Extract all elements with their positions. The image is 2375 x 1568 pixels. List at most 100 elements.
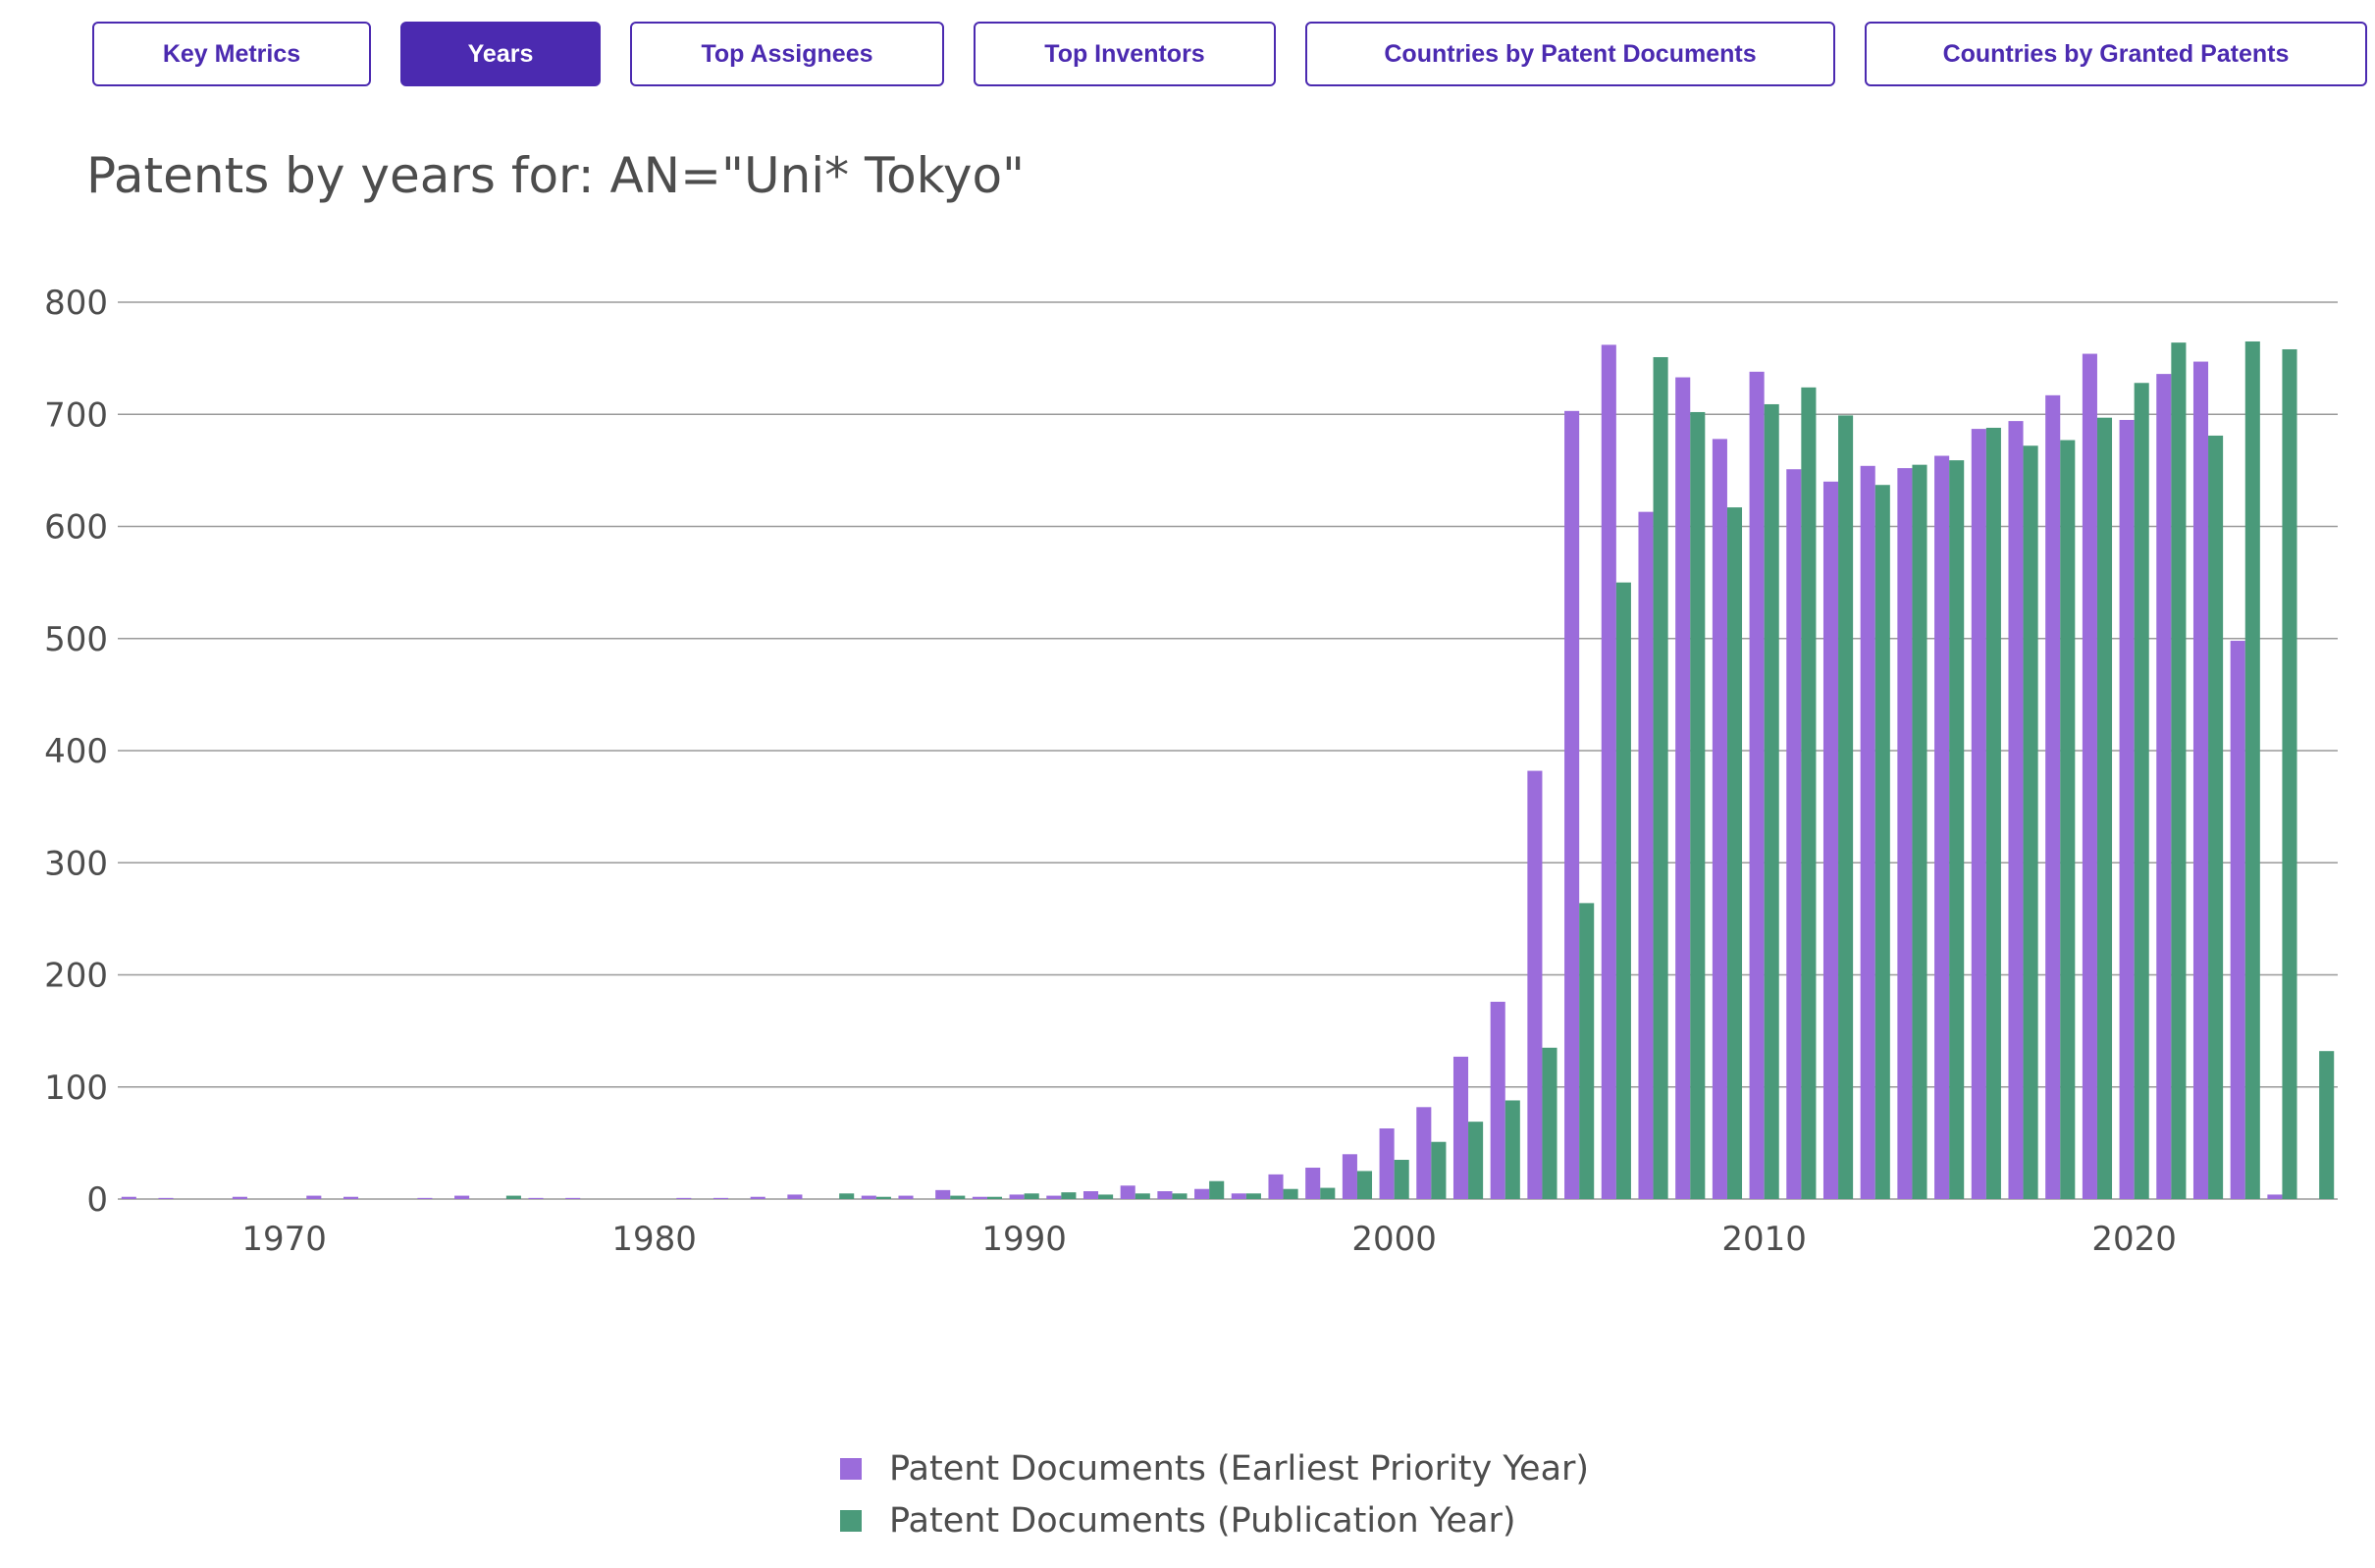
y-tick-label: 500 — [44, 620, 108, 659]
bar-publication-year — [1579, 903, 1594, 1199]
bar-priority-year — [1713, 439, 1727, 1199]
bar-priority-year — [1750, 372, 1765, 1199]
x-tick-label: 2000 — [1351, 1220, 1437, 1259]
bar-priority-year — [935, 1190, 950, 1199]
y-tick-label: 200 — [44, 957, 108, 996]
bar-priority-year — [676, 1198, 691, 1199]
x-tick-label: 1970 — [241, 1220, 327, 1259]
bar-priority-year — [454, 1196, 469, 1199]
bar-priority-year — [1934, 456, 1949, 1199]
bar-priority-year — [1972, 429, 1986, 1199]
bar-publication-year — [1357, 1171, 1372, 1199]
bar-publication-year — [1986, 428, 2001, 1199]
bar-publication-year — [2245, 341, 2260, 1199]
bar-priority-year — [2156, 374, 2171, 1199]
bar-publication-year — [1654, 357, 1668, 1199]
bar-priority-year — [2120, 420, 2135, 1199]
bar-publication-year — [2319, 1051, 2334, 1199]
bar-publication-year — [1209, 1181, 1224, 1199]
bar-publication-year — [2208, 436, 2223, 1199]
bar-publication-year — [1801, 388, 1816, 1199]
bar-priority-year — [1046, 1196, 1061, 1199]
bar-publication-year — [2135, 383, 2149, 1199]
x-tick-label: 2010 — [1721, 1220, 1807, 1259]
y-tick-label: 400 — [44, 732, 108, 771]
bar-publication-year — [1025, 1193, 1039, 1199]
bar-publication-year — [2282, 349, 2296, 1199]
bar-publication-year — [2171, 342, 2186, 1199]
bar-priority-year — [1491, 1002, 1505, 1199]
legend-label-priority: Patent Documents (Earliest Priority Year… — [889, 1449, 1589, 1489]
bar-publication-year — [876, 1197, 891, 1199]
bar-priority-year — [898, 1196, 913, 1199]
y-tick-label: 700 — [44, 395, 108, 435]
bar-publication-year — [506, 1196, 521, 1199]
bar-publication-year — [1320, 1188, 1335, 1199]
bar-priority-year — [1638, 512, 1653, 1199]
legend-swatch-priority — [840, 1458, 862, 1480]
bar-priority-year — [973, 1197, 987, 1199]
bar-publication-year — [2097, 418, 2112, 1199]
bar-publication-year — [839, 1193, 854, 1199]
bar-priority-year — [2267, 1194, 2282, 1199]
bar-priority-year — [306, 1196, 321, 1199]
bar-publication-year — [1765, 404, 1779, 1199]
y-tick-label: 0 — [86, 1180, 108, 1220]
bar-publication-year — [1172, 1193, 1187, 1199]
bar-priority-year — [528, 1198, 543, 1199]
bar-priority-year — [1527, 771, 1542, 1199]
x-tick-label: 1990 — [981, 1220, 1067, 1259]
y-tick-label: 100 — [44, 1069, 108, 1108]
bar-priority-year — [751, 1197, 765, 1199]
bar-priority-year — [2008, 421, 2023, 1199]
bar-publication-year — [2060, 441, 2075, 1199]
bar-priority-year — [1823, 482, 1838, 1199]
bar-publication-year — [1616, 583, 1631, 1199]
bar-priority-year — [1194, 1189, 1209, 1199]
bar-priority-year — [1121, 1185, 1135, 1199]
bar-priority-year — [1416, 1107, 1431, 1199]
bar-priority-year — [1232, 1193, 1246, 1199]
bar-publication-year — [1468, 1122, 1483, 1199]
bar-publication-year — [1431, 1142, 1446, 1199]
bar-priority-year — [1343, 1154, 1357, 1199]
bar-priority-year — [1010, 1194, 1025, 1199]
bar-publication-year — [1284, 1189, 1298, 1199]
bar-publication-year — [1727, 507, 1742, 1199]
legend: Patent Documents (Earliest Priority Year… — [840, 1442, 1589, 1546]
bar-priority-year — [1268, 1175, 1283, 1199]
bar-publication-year — [1246, 1193, 1261, 1199]
bar-priority-year — [343, 1197, 358, 1199]
bar-publication-year — [1690, 412, 1705, 1199]
legend-swatch-publication — [840, 1510, 862, 1532]
x-tick-label: 2020 — [2091, 1220, 2177, 1259]
bar-publication-year — [1505, 1100, 1520, 1199]
bar-publication-year — [1061, 1192, 1076, 1199]
y-tick-label: 300 — [44, 844, 108, 883]
legend-item-priority[interactable]: Patent Documents (Earliest Priority Year… — [840, 1442, 1589, 1494]
y-tick-label: 800 — [44, 284, 108, 323]
bar-priority-year — [1157, 1191, 1172, 1199]
bar-publication-year — [1949, 460, 1964, 1199]
bar-priority-year — [2045, 395, 2060, 1199]
bar-priority-year — [2193, 362, 2208, 1199]
bar-publication-year — [1395, 1160, 1409, 1199]
x-tick-label: 1980 — [611, 1220, 697, 1259]
bar-priority-year — [787, 1194, 802, 1199]
bar-publication-year — [1875, 485, 1890, 1199]
bar-priority-year — [2083, 354, 2097, 1199]
bar-publication-year — [1542, 1048, 1557, 1199]
bar-priority-year — [1380, 1128, 1395, 1199]
y-tick-label: 600 — [44, 508, 108, 548]
bar-priority-year — [1861, 466, 1875, 1199]
bar-publication-year — [1135, 1193, 1150, 1199]
bar-priority-year — [1083, 1191, 1098, 1199]
legend-item-publication[interactable]: Patent Documents (Publication Year) — [840, 1494, 1589, 1546]
bar-publication-year — [1912, 465, 1926, 1199]
bar-priority-year — [158, 1198, 173, 1199]
legend-label-publication: Patent Documents (Publication Year) — [889, 1501, 1516, 1541]
bar-priority-year — [1305, 1168, 1320, 1199]
bar-publication-year — [987, 1197, 1002, 1199]
bar-priority-year — [862, 1196, 876, 1199]
